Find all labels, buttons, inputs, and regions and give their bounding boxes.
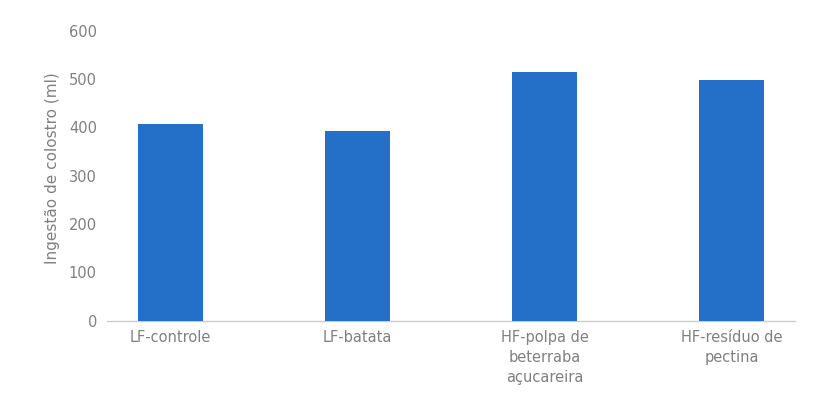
Y-axis label: Ingestão de colostro (ml): Ingestão de colostro (ml) — [45, 73, 61, 264]
Bar — [511, 72, 577, 321]
Bar — [138, 124, 203, 321]
Bar — [324, 132, 390, 321]
Bar — [698, 80, 763, 321]
